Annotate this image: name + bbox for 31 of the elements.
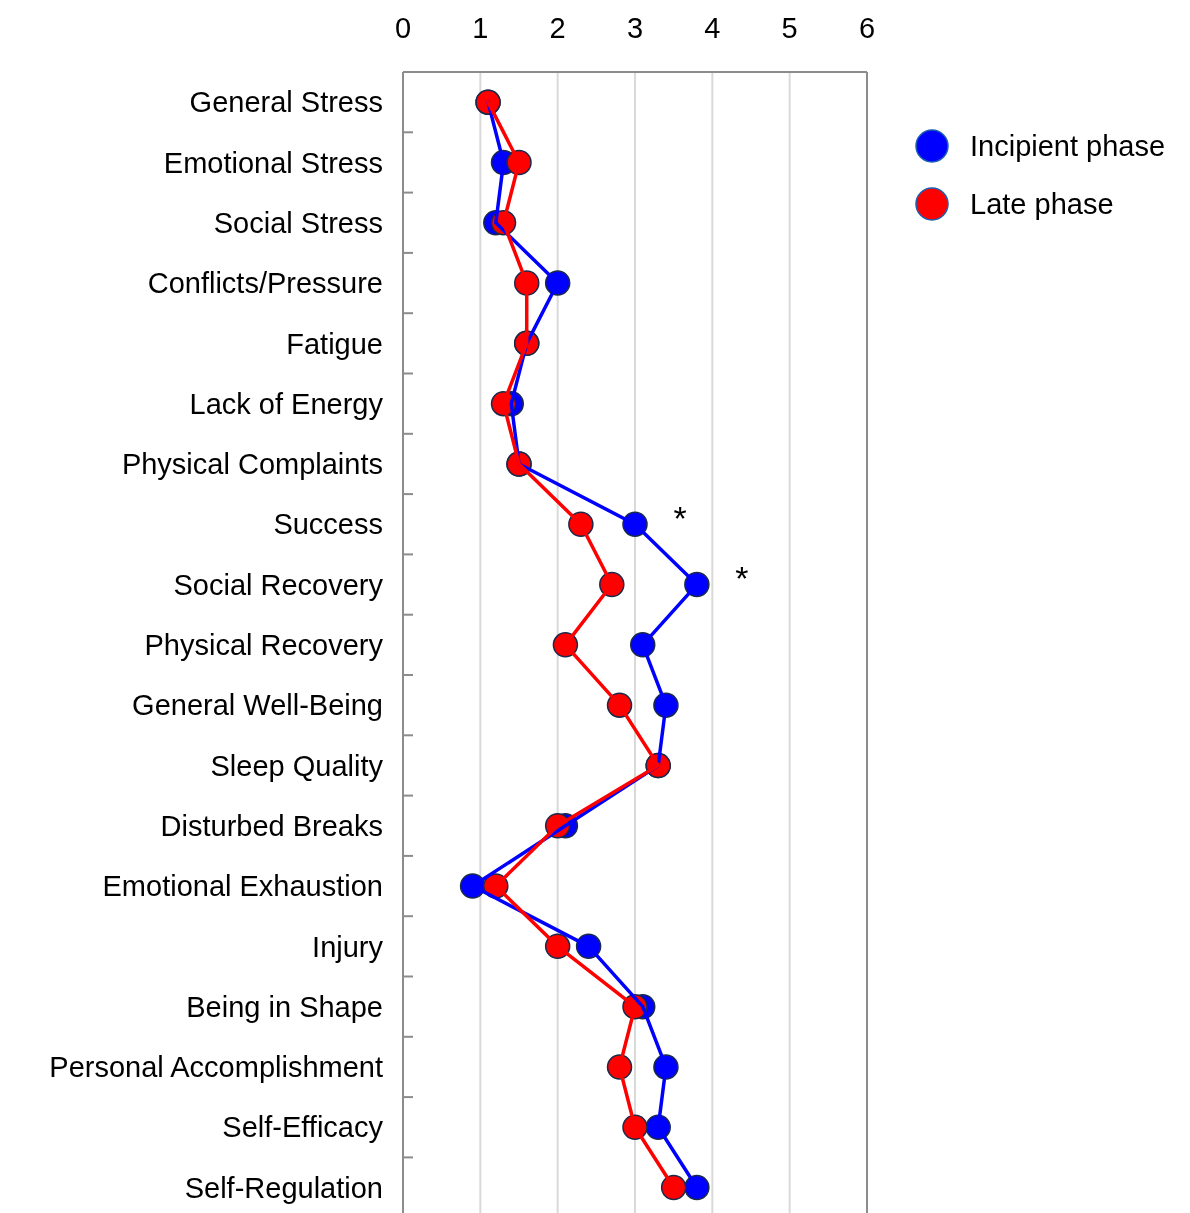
y-tick-label: Social Recovery: [173, 568, 384, 601]
annotation: *: [673, 499, 687, 538]
y-tick-label: Injury: [312, 930, 384, 963]
y-tick-label: Emotional Exhaustion: [102, 870, 383, 903]
y-tick-label: General Well-Being: [132, 689, 383, 722]
y-tick-label: Personal Accomplishment: [49, 1051, 383, 1084]
y-tick-label: Self-Regulation: [184, 1171, 383, 1204]
x-tick-label: 1: [472, 12, 489, 44]
y-tick-label: Social Stress: [213, 206, 383, 239]
x-tick-label: 5: [781, 12, 798, 44]
y-tick-label: Physical Recovery: [144, 629, 384, 661]
y-tick-label: Physical Complaints: [121, 448, 383, 481]
x-tick-label: 0: [394, 12, 412, 44]
y-tick-label: Self-Efficacy: [222, 1111, 384, 1144]
y-tick-label: Sleep Quality: [210, 749, 384, 782]
x-tick-label: 6: [858, 12, 876, 44]
y-tick-label: Emotional Stress: [163, 146, 383, 179]
point: [660, 1174, 687, 1201]
y-tick-label: Disturbed Breaks: [160, 809, 383, 842]
y-tick-label: Conflicts/Pressure: [147, 267, 383, 300]
y-tick-label: Lack of Energy: [189, 387, 384, 420]
x-tick-label: 4: [704, 12, 721, 44]
y-tick-label: Success: [273, 508, 383, 541]
x-tick-label: 2: [549, 12, 566, 44]
y-tick-label: Being in Shape: [186, 990, 383, 1023]
legend-label: Late phase: [970, 188, 1114, 221]
legend-label: Incipient phase: [970, 130, 1166, 163]
annotation: *: [735, 559, 749, 598]
y-tick-label: Fatigue: [286, 327, 383, 360]
x-tick-label: 3: [626, 12, 644, 44]
y-tick-label: General Stress: [189, 86, 383, 119]
